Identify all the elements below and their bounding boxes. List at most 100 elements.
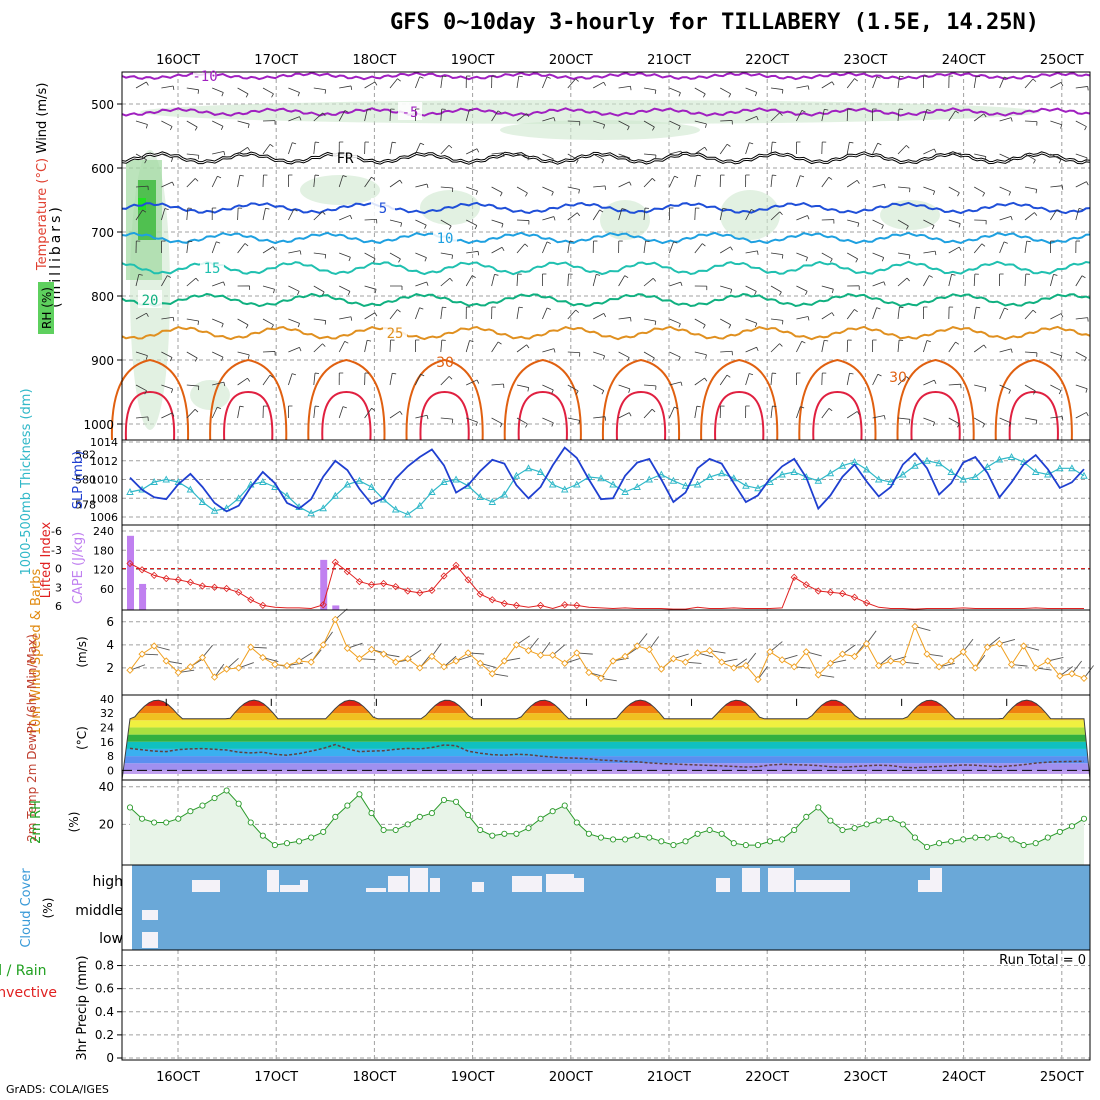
thickness-point <box>645 475 654 483</box>
thickness-point <box>838 461 847 469</box>
wind-barb <box>364 340 368 353</box>
wind-barb <box>135 274 140 287</box>
rh-point <box>296 838 303 845</box>
wind-barb <box>1024 274 1027 287</box>
wind-barb <box>1050 351 1062 357</box>
wind-barb <box>135 351 148 357</box>
wind-barb-flag <box>957 423 960 428</box>
wind-barb-flag <box>170 158 174 163</box>
wind-barb <box>745 318 757 324</box>
contour-35-arch <box>615 390 667 441</box>
wind-barb <box>796 175 801 188</box>
wind-barb <box>694 406 698 419</box>
wind-barb <box>135 185 148 188</box>
wind-barb-flag <box>722 207 727 210</box>
wind-barb <box>618 275 626 287</box>
wind-barb-flag <box>146 81 149 86</box>
wind-barb <box>720 120 733 122</box>
wind-barb <box>237 207 239 221</box>
wind-barb <box>1050 274 1054 287</box>
wind-barb-flag <box>1034 212 1038 216</box>
wind-barb <box>135 120 148 125</box>
thickness-point <box>1031 468 1040 475</box>
cloud-high-gap <box>546 874 574 892</box>
wind10-point <box>271 660 279 669</box>
cape-tick: 240 <box>93 525 114 538</box>
rh-point <box>1044 834 1051 841</box>
wind10-point <box>766 648 774 656</box>
wind-barb-flag <box>602 355 605 360</box>
wind-barb <box>1024 417 1037 421</box>
wind-barb <box>567 384 579 392</box>
thickness-point <box>983 463 992 470</box>
wind-barb <box>440 144 450 155</box>
wind-barb <box>846 78 855 89</box>
wind-barb-flag <box>374 312 378 317</box>
cloud-high-gap <box>192 880 220 892</box>
wind-barb-flag <box>426 281 429 286</box>
wind-barb <box>161 120 173 127</box>
wind-barb-flag <box>621 208 626 210</box>
wind-barb-flag <box>730 289 733 294</box>
wind-barb <box>948 186 960 194</box>
wind-barb-flag <box>449 277 453 282</box>
wind-barb-flag <box>451 254 454 260</box>
thickness-point <box>403 510 412 518</box>
wind-barb-flag <box>321 291 325 296</box>
rh-point <box>718 830 725 837</box>
wind10-barb <box>552 644 566 656</box>
thickness-point <box>259 478 267 485</box>
wind-barb-flag <box>217 175 222 179</box>
wind-barb-flag <box>1003 241 1008 244</box>
wind-barb <box>796 341 803 353</box>
wind10-point <box>621 652 629 661</box>
wind10-point <box>802 648 810 656</box>
wind-barb <box>415 252 427 259</box>
wind-barb-flag <box>344 340 349 344</box>
wind-barb-flag <box>831 289 834 294</box>
wind10-point <box>198 653 207 662</box>
date-label-bottom: 22OCT <box>745 1070 789 1085</box>
contour-label: 25 <box>387 326 404 342</box>
rh-point <box>936 840 943 847</box>
wind10-point <box>307 658 315 666</box>
contour-label-bg <box>371 198 395 216</box>
wind-barb-flag <box>981 243 986 247</box>
wind-barb <box>618 384 631 390</box>
date-label-top: 23OCT <box>844 53 888 68</box>
wind-barb-flag <box>291 373 297 376</box>
wind-barb <box>516 307 520 320</box>
wind-barb <box>440 186 453 189</box>
wind-barb-flag <box>426 183 429 189</box>
wind-barb-flag <box>855 258 859 263</box>
wind-barb-flag <box>171 412 175 417</box>
wind-barb-flag <box>830 258 833 263</box>
wind-barb <box>821 81 833 89</box>
wind-barb <box>796 406 801 419</box>
wind-barb <box>593 351 605 357</box>
wind-barb <box>669 381 682 386</box>
thickness-point <box>440 478 448 485</box>
wind10-point <box>971 664 979 672</box>
rh-point <box>803 813 810 820</box>
wind-barb-flag <box>926 340 931 343</box>
rh-point <box>899 821 906 828</box>
precip-convective-label: Convective <box>0 985 57 1001</box>
rh-point <box>1080 815 1088 822</box>
wind-barb <box>567 309 577 320</box>
thickness-tick: 582 <box>75 449 96 462</box>
wind10-point <box>524 646 533 655</box>
wind-barb-flag <box>269 374 274 378</box>
wind-barb-flag <box>397 309 401 313</box>
wind-barb-flag <box>757 250 759 255</box>
wind-barb <box>491 219 504 225</box>
wind-barb <box>1075 181 1087 188</box>
wind-barb-flag <box>984 387 987 392</box>
wind-barb-flag <box>221 92 224 97</box>
wind-barb-flag <box>475 190 478 195</box>
wind-barb <box>669 87 681 93</box>
wind-barb <box>415 183 428 188</box>
wind-barb-flag <box>526 344 530 349</box>
thickness-point <box>283 491 291 499</box>
wind-barb <box>364 312 376 320</box>
